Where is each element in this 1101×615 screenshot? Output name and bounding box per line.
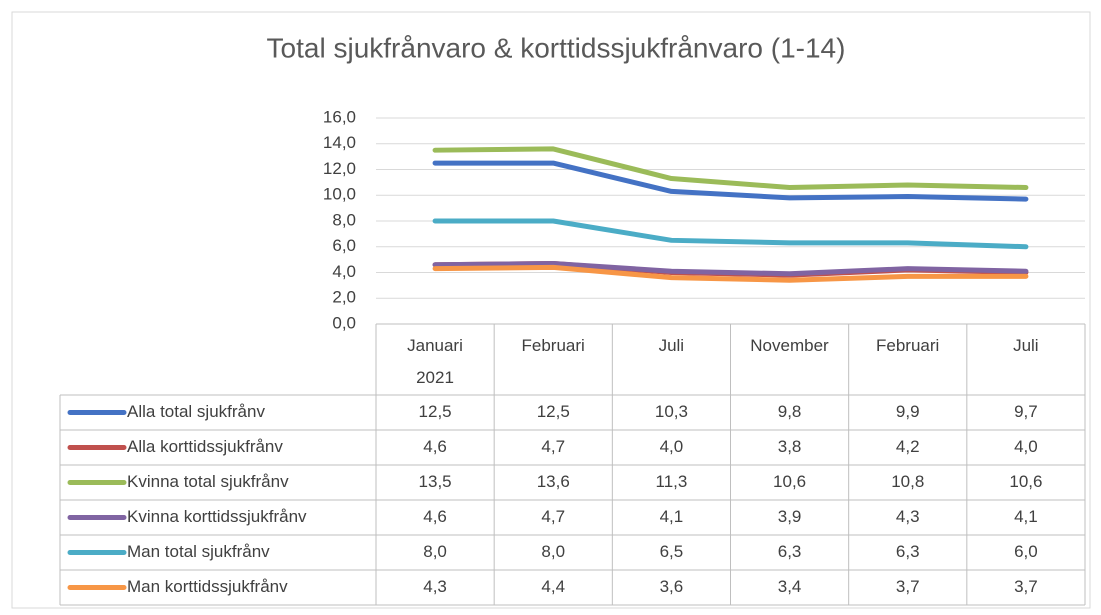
data-label: 13,6 (537, 472, 570, 491)
data-label: 4,1 (660, 507, 684, 526)
series-line (432, 218, 1029, 250)
y-tick-label: 2,0 (332, 288, 356, 307)
series-line (432, 146, 1029, 191)
data-label: 3,9 (778, 507, 802, 526)
data-label: 13,5 (419, 472, 452, 491)
data-label: 8,0 (541, 542, 565, 561)
data-label: 4,7 (541, 507, 565, 526)
data-label: 4,6 (423, 437, 447, 456)
data-label: 8,0 (423, 542, 447, 561)
data-label: 12,5 (537, 402, 570, 421)
x-tick-label-cell: Februari (849, 330, 967, 362)
x-tick-label-cell: Februari (494, 330, 612, 362)
data-label: 4,7 (541, 437, 565, 456)
x-tick-label: Juli (1013, 336, 1039, 355)
x-tick-label: November (750, 336, 829, 355)
y-tick-label: 6,0 (332, 236, 356, 255)
data-label: 4,3 (423, 577, 447, 596)
x-tick-label: Januari 2021 (407, 336, 463, 387)
data-label: 3,7 (1014, 577, 1038, 596)
x-tick-label: Juli (658, 336, 685, 355)
legend-label: Kvinna korttidssjukfrånv (127, 507, 307, 526)
x-tick-label-cell: Juli (967, 330, 1085, 362)
data-label: 9,9 (896, 402, 920, 421)
x-tick-label: Februari (521, 336, 585, 355)
data-label: 4,2 (896, 437, 920, 456)
data-label: 3,6 (660, 577, 684, 596)
data-label: 10,8 (891, 472, 924, 491)
data-label: 12,5 (419, 402, 452, 421)
data-label: 3,4 (778, 577, 802, 596)
series-line (432, 260, 1029, 277)
data-label: 11,3 (656, 472, 688, 491)
data-label: 10,3 (655, 402, 688, 421)
data-label: 10,6 (773, 472, 806, 491)
data-label: 4,6 (423, 507, 447, 526)
y-tick-label: 8,0 (332, 210, 356, 229)
data-label: 9,7 (1014, 402, 1038, 421)
data-label: 4,0 (660, 437, 684, 456)
y-tick-label: 10,0 (323, 185, 356, 204)
y-tick-label: 14,0 (323, 133, 356, 152)
data-label: 6,5 (660, 542, 684, 561)
data-label: 4,3 (896, 507, 920, 526)
x-tick-label-cell: November (731, 330, 849, 362)
legend-label: Alla korttidssjukfrånv (127, 437, 283, 456)
legend-label: Man total sjukfrånv (127, 542, 270, 561)
data-label: 4,0 (1014, 437, 1038, 456)
data-label: 6,0 (1014, 542, 1038, 561)
data-label: 9,8 (778, 402, 802, 421)
data-label: 4,4 (541, 577, 565, 596)
data-label: 6,3 (896, 542, 920, 561)
series-line (432, 160, 1029, 202)
data-label: 3,7 (896, 577, 920, 596)
x-tick-label-cell: Januari 2021 (376, 330, 494, 394)
chart-border (11, 11, 1091, 609)
x-tick-label-cell: Juli (612, 330, 730, 362)
y-tick-label: 16,0 (323, 107, 356, 126)
y-tick-label: 0,0 (332, 313, 356, 332)
legend-label: Alla total sjukfrånv (127, 402, 265, 421)
series-line (432, 264, 1029, 283)
data-label: 4,1 (1014, 507, 1038, 526)
data-label: 10,6 (1009, 472, 1042, 491)
data-label: 6,3 (778, 542, 802, 561)
data-label: 3,8 (778, 437, 802, 456)
chart-title: Total sjukfrånvaro & korttidssjukfrånvar… (267, 32, 846, 63)
y-tick-label: 4,0 (332, 262, 356, 281)
legend-label: Kvinna total sjukfrånv (127, 472, 289, 491)
y-tick-label: 12,0 (323, 159, 356, 178)
legend-label: Man korttidssjukfrånv (127, 577, 288, 596)
x-tick-label: Februari (876, 336, 940, 355)
